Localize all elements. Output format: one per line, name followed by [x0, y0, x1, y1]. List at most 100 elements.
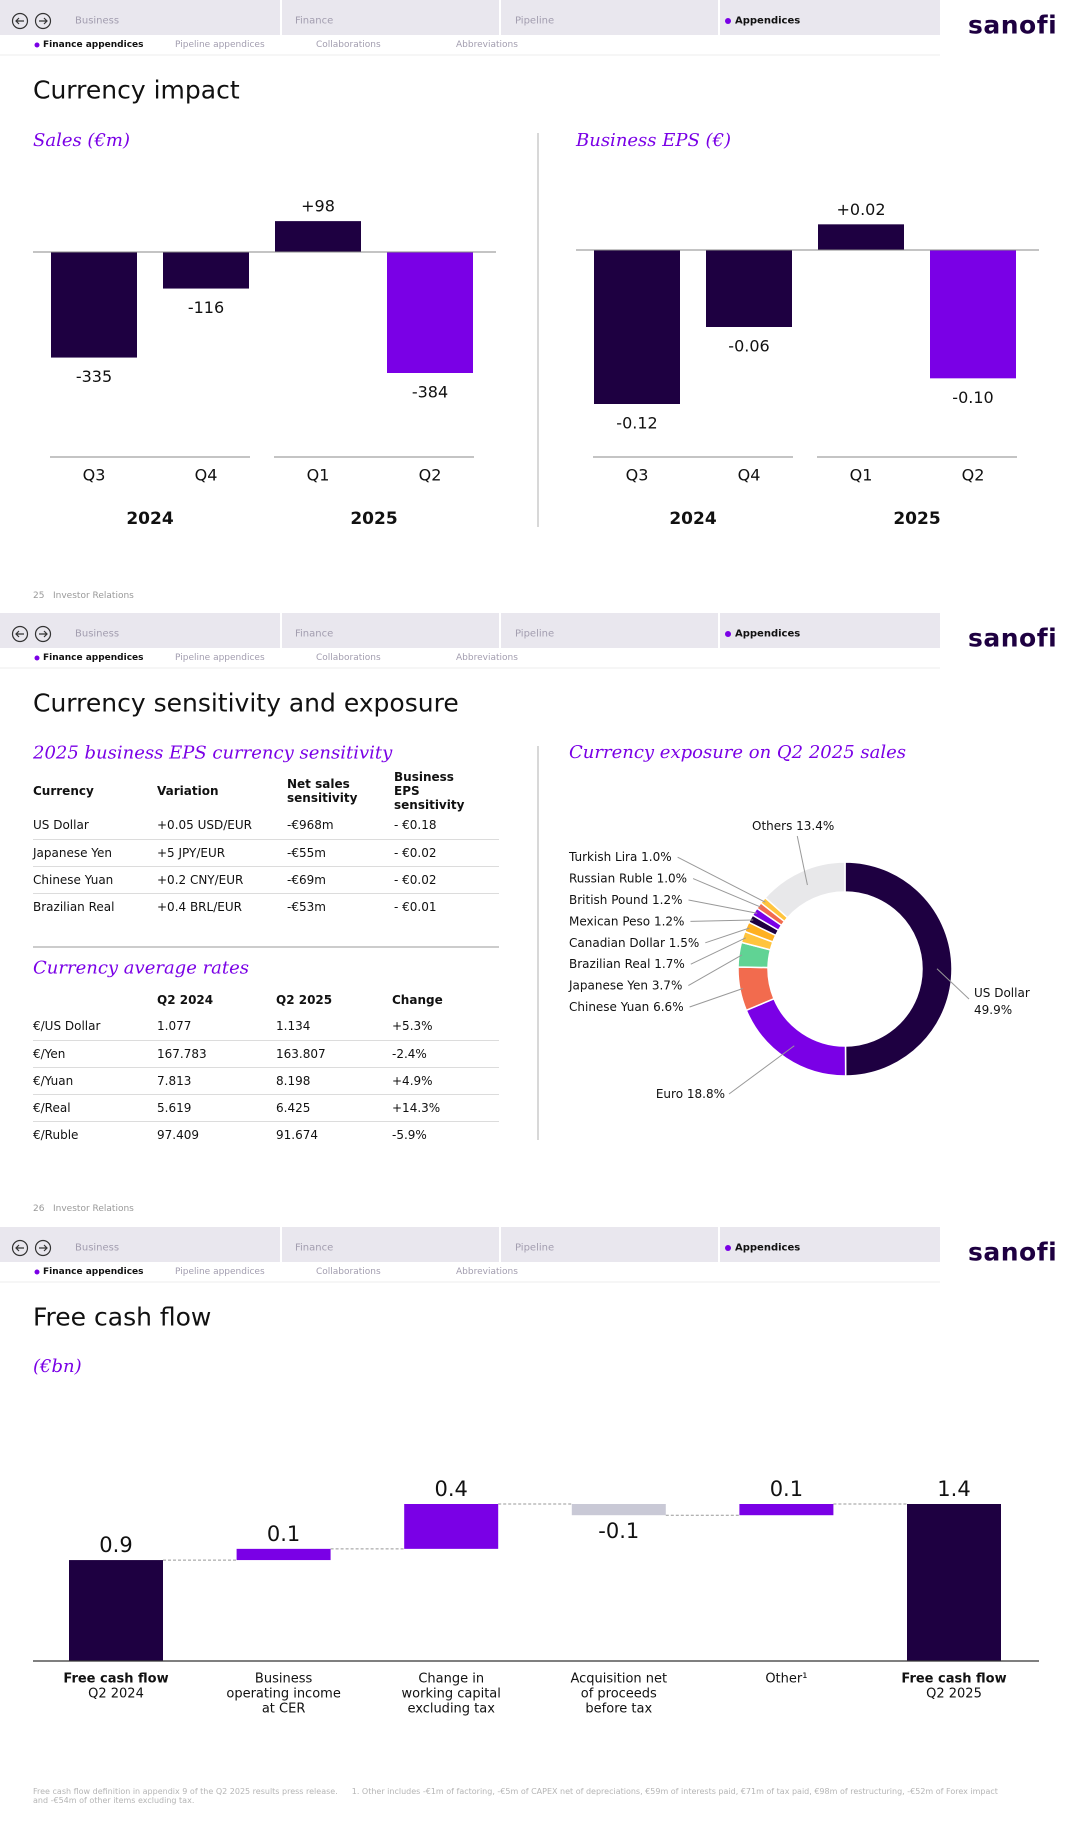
nav-button [11, 12, 29, 30]
table-cell: -5.9% [392, 1127, 427, 1142]
slice-name: Turkish Lira [568, 850, 637, 864]
nav-tab: Pipeline [515, 15, 555, 27]
value-label: 0.9 [99, 1533, 132, 1557]
table-cell: 6.425 [276, 1094, 392, 1122]
value-label: +98 [301, 197, 335, 216]
slide-title: Currency impact [33, 75, 240, 105]
table-cell: Brazilian Real [33, 899, 115, 914]
value-label: -384 [412, 383, 448, 402]
chart-title: Currency exposure on Q2 2025 sales [569, 742, 906, 763]
slice-label: Others 13.4% [752, 819, 834, 833]
nav-tab: Pipeline [515, 628, 555, 640]
table-cell: 1.077 [157, 1013, 276, 1041]
table-cell: +5.3% [392, 1013, 499, 1041]
nav-subtab: Collaborations [316, 40, 381, 50]
slice-label: Russian Ruble 1.0% [569, 871, 687, 885]
table-cell: 7.813 [157, 1067, 276, 1095]
bar [594, 250, 680, 404]
table-cell: - €0.02 [394, 839, 499, 867]
nav-subtab: Pipeline appendices [175, 1267, 265, 1277]
top-bar [0, 1227, 940, 1262]
slice-label: British Pound 1.2% [569, 893, 683, 907]
slide-canvas: Sales (€m) -335 -116 +98 -384 Q3 Q4 2024 Q1 Q2 202… [0, 0, 1039, 529]
nav-subtab: Abbreviations [456, 40, 518, 50]
value-label: -0.1 [598, 1519, 639, 1543]
table-cell: - €0.01 [394, 899, 437, 914]
x-tick-label: before tax [585, 1702, 652, 1717]
leader-line [692, 878, 762, 908]
slice-name: Japanese Yen [568, 978, 648, 992]
nav-tab: Business [75, 1242, 120, 1254]
table-cell: -€53m [287, 899, 326, 914]
footnote: 1. Other includes -€1m of factoring, -€5… [33, 1787, 998, 1805]
donut-slice [844, 861, 953, 1077]
x-tick-label: Q3 [626, 466, 649, 485]
table-row: Japanese Yen +5 JPY/EUR -€55m - €0.02 [33, 839, 499, 867]
leader-line [796, 835, 808, 886]
leader-line [677, 856, 766, 903]
top-bar [0, 0, 940, 35]
x-tick-label: Q2 2025 [926, 1687, 982, 1702]
nav-button [11, 625, 29, 643]
table-cell: €/US Dollar [33, 1013, 157, 1041]
leader-line [705, 927, 750, 944]
slice-value: 49.9% [974, 1003, 1012, 1017]
value-label: -0.10 [952, 388, 993, 407]
table-cell: €/Real [33, 1094, 157, 1122]
value-label: -335 [76, 367, 112, 386]
nav-button [34, 625, 52, 643]
table-row: €/Ruble 97.409 91.674 -5.9% [33, 1121, 499, 1148]
slice-name: Euro [656, 1087, 683, 1101]
value-label: -0.12 [616, 414, 657, 433]
nav-tab: Business [75, 15, 120, 27]
group-label: 2024 [126, 509, 173, 529]
nav-subtab: Abbreviations [456, 1267, 518, 1277]
slice-label: Turkish Lira 1.0% [568, 850, 672, 864]
table-row: Brazilian Real +0.4 BRL/EUR -€53m - €0.01 [33, 893, 499, 920]
table-row: €/Yen 167.783 163.807 -2.4% [33, 1040, 499, 1068]
nav-arrow [15, 630, 24, 638]
table-row: €/US Dollar 1.077 1.134 +5.3% [33, 1013, 499, 1041]
slice-name: Canadian Dollar [569, 935, 665, 949]
table-cell: -€968m [287, 812, 394, 840]
nav-button [11, 1239, 29, 1257]
nav-tab: Appendices [735, 15, 801, 27]
slice-name: Russian Ruble [569, 871, 653, 885]
nav-tab: Finance [295, 15, 334, 27]
active-dot [725, 631, 731, 637]
table-cell: - €0.18 [394, 812, 499, 840]
bar [275, 221, 361, 252]
active-dot [34, 1269, 40, 1275]
leader-line [690, 937, 747, 965]
table-cell: US Dollar [33, 812, 157, 840]
header-row: Currency Variation Net sales sensitivity Bu… [33, 770, 499, 812]
slide: Sales (€m) -335 -116 +98 -384 Q3 Q4 2024 Q1 Q2 202… [0, 0, 1080, 613]
donut-slice [745, 997, 847, 1077]
nav-subtab: Finance appendices [43, 1267, 144, 1277]
x-tick-label: operating income [226, 1687, 340, 1702]
bar [571, 1504, 666, 1516]
slide-title: Free cash flow [33, 1302, 212, 1332]
x-tick-label: Q2 [419, 466, 442, 485]
table-cell: 167.783 [157, 1040, 276, 1068]
slice-name: Chinese Yuan [569, 1000, 649, 1014]
table-cell: Chinese Yuan [33, 866, 157, 894]
slice-value: 1.0% [657, 871, 688, 885]
table-cell: +4.9% [392, 1067, 499, 1095]
footer-label: Investor Relations [53, 1204, 134, 1214]
slice-value: 1.7% [654, 957, 685, 971]
slice-name: Others [752, 819, 792, 833]
value-label: 0.4 [434, 1477, 467, 1501]
slide-title: Currency sensitivity and exposure [33, 688, 459, 718]
footnote: Free cash flow definition in appendix 9 … [33, 1787, 338, 1796]
slice-value: 1.0% [641, 850, 672, 864]
x-tick-label: excluding tax [407, 1702, 495, 1717]
group-label: 2025 [893, 509, 940, 529]
bar [930, 250, 1016, 379]
table-cell: Japanese Yen [33, 839, 157, 867]
x-tick-label: Q1 [850, 466, 873, 485]
bar [706, 250, 792, 327]
table-cell: +5 JPY/EUR [157, 839, 287, 867]
